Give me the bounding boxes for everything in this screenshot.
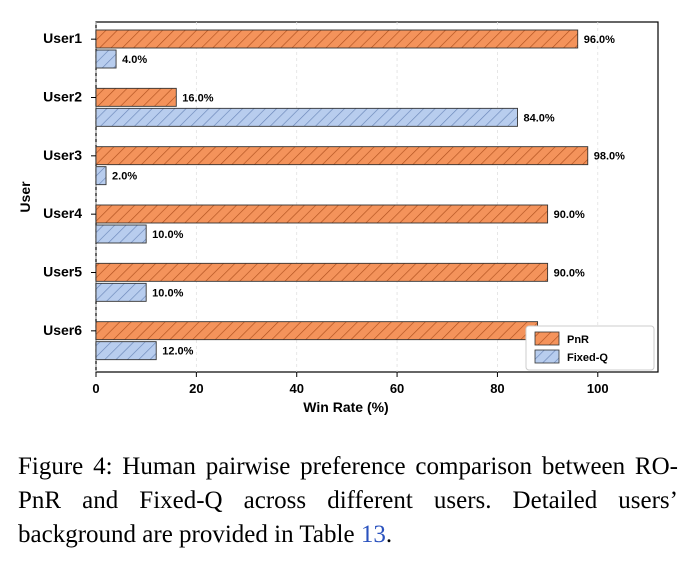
x-ticks: 0 20 40 60 80 100 — [92, 372, 609, 396]
y-category-label: User5 — [43, 264, 82, 280]
y-axis-title: User — [17, 181, 33, 213]
value-label-fixed-q-user3: 2.0% — [112, 171, 137, 183]
x-tick-label: 40 — [289, 381, 303, 396]
gridlines — [95, 22, 599, 372]
caption-text: Figure 4: Human pairwise preference comp… — [18, 453, 678, 548]
bar-fixed-q-user2 — [95, 107, 518, 127]
value-labels: 96.0% 4.0% 16.0% 84.0% 98.0% 2.0% 90.0% 10.0% 90… — [112, 34, 625, 358]
bar-fixed-q-user1 — [95, 49, 117, 69]
value-label-pnr-user5: 90.0% — [554, 267, 585, 279]
table-reference-link[interactable]: 13 — [360, 521, 386, 548]
legend-swatch-fixed-q — [534, 349, 560, 364]
bar-pnr-user3 — [95, 146, 589, 166]
value-label-pnr-user4: 90.0% — [554, 209, 585, 221]
x-tick-label: 100 — [587, 381, 609, 396]
bars — [95, 29, 589, 361]
value-label-pnr-user1: 96.0% — [584, 34, 615, 46]
value-label-pnr-user3: 98.0% — [594, 151, 625, 163]
x-tick-label: 20 — [189, 381, 203, 396]
bar-fixed-q-user6 — [95, 341, 157, 361]
y-category-label: User6 — [43, 322, 82, 338]
value-label-fixed-q-user6: 12.0% — [162, 346, 193, 358]
x-tick-label: 0 — [92, 381, 99, 396]
bar-pnr-user6 — [95, 321, 539, 341]
y-category-label: User3 — [43, 147, 82, 163]
y-category-label: User2 — [43, 89, 82, 105]
legend-label-fixed-q: Fixed-Q — [567, 352, 608, 364]
figure-caption: Figure 4: Human pairwise preference comp… — [18, 450, 678, 552]
bar-fixed-q-user3 — [95, 166, 107, 186]
bar-pnr-user5 — [95, 262, 549, 282]
y-category-label: User4 — [43, 205, 82, 221]
bar-pnr-user4 — [95, 204, 549, 224]
y-category-label: User1 — [43, 30, 82, 46]
legend-swatch-pnr — [534, 331, 560, 346]
plot-frame — [95, 21, 659, 373]
bar-fixed-q-user5 — [95, 282, 147, 302]
value-label-fixed-q-user1: 4.0% — [122, 54, 147, 66]
x-tick-label: 80 — [490, 381, 504, 396]
legend-label-pnr: PnR — [567, 334, 589, 346]
value-label-fixed-q-user5: 10.0% — [152, 287, 183, 299]
x-tick-label: 60 — [390, 381, 404, 396]
value-label-fixed-q-user2: 84.0% — [524, 112, 555, 124]
bar-pnr-user2 — [95, 87, 177, 107]
x-axis-title: Win Rate (%) — [303, 399, 388, 415]
value-label-pnr-user2: 16.0% — [182, 92, 213, 104]
bar-chart: 96.0% 4.0% 16.0% 84.0% 98.0% 2.0% 90.0% 10.0% 90… — [17, 21, 659, 415]
value-label-fixed-q-user4: 10.0% — [152, 229, 183, 241]
legend: PnR Fixed-Q — [525, 325, 655, 371]
bar-pnr-user1 — [95, 29, 579, 49]
category-labels: User1 User2 User3 User4 User5 User6 — [43, 30, 96, 338]
bar-fixed-q-user4 — [95, 224, 147, 244]
caption-end: . — [385, 521, 393, 548]
